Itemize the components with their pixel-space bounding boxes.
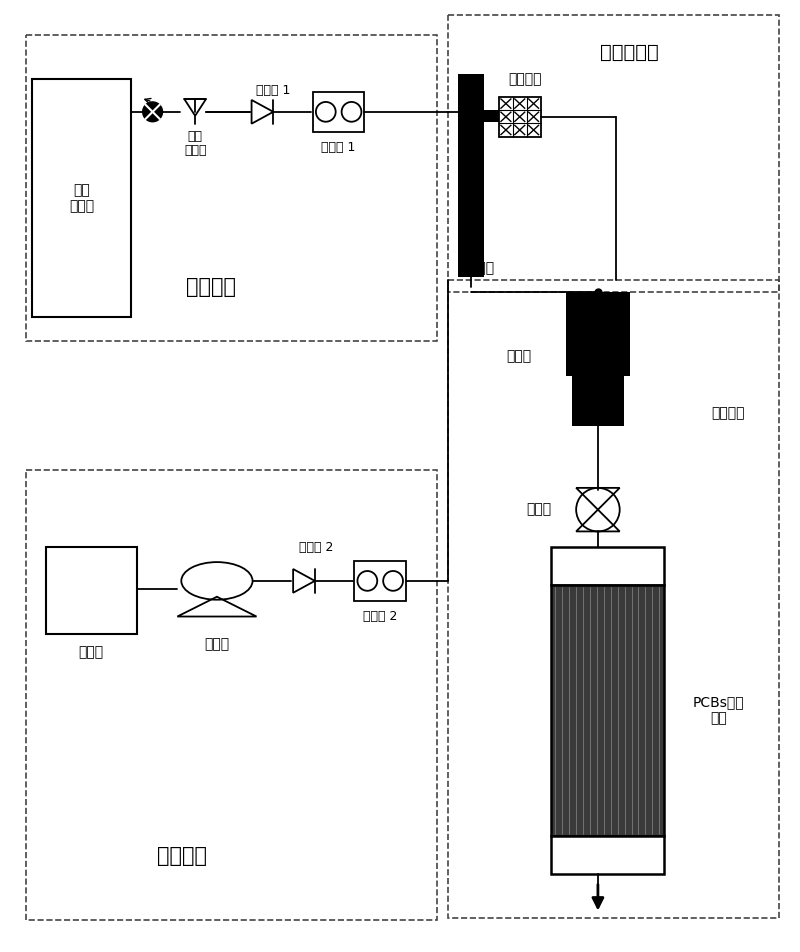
Text: 精密
调压阀: 精密 调压阀 [184, 129, 206, 157]
Bar [458, 74, 484, 277]
Bar [484, 109, 526, 122]
Bar [313, 92, 364, 131]
Text: 单向阀 1: 单向阀 1 [256, 84, 290, 96]
Text: 多孔材料: 多孔材料 [508, 72, 542, 87]
Bar [572, 376, 624, 426]
Bar [26, 470, 437, 921]
Text: 液相管路: 液相管路 [157, 846, 207, 866]
Text: 泡沫发生器: 泡沫发生器 [601, 43, 659, 62]
Text: 压力阀: 压力阀 [526, 503, 551, 517]
Bar [551, 836, 664, 874]
Text: 注射泵: 注射泵 [506, 349, 531, 364]
Bar [32, 79, 131, 317]
Bar [26, 34, 437, 342]
Bar [566, 292, 630, 376]
Text: PCBs污染
土柱: PCBs污染 土柱 [693, 695, 745, 725]
Text: 发泡剂: 发泡剂 [78, 645, 104, 659]
Text: 氮气
压缩瓶: 氮气 压缩瓶 [69, 183, 94, 213]
Bar [551, 547, 664, 585]
Text: 流量计 2: 流量计 2 [363, 610, 398, 623]
Bar [447, 15, 779, 292]
Text: 冲洗装置: 冲洗装置 [711, 407, 744, 421]
Bar [551, 585, 664, 836]
Text: 单向阀 2: 单向阀 2 [298, 541, 333, 554]
Bar [447, 280, 779, 919]
Bar [354, 561, 406, 601]
Text: 蚕动泵: 蚕动泵 [204, 637, 230, 651]
Text: 混合室: 混合室 [470, 261, 494, 275]
Circle shape [142, 102, 162, 122]
Bar [499, 97, 541, 136]
Bar [46, 547, 137, 634]
Text: 气相管路: 气相管路 [186, 277, 236, 297]
Text: 流量计 1: 流量计 1 [322, 141, 356, 154]
